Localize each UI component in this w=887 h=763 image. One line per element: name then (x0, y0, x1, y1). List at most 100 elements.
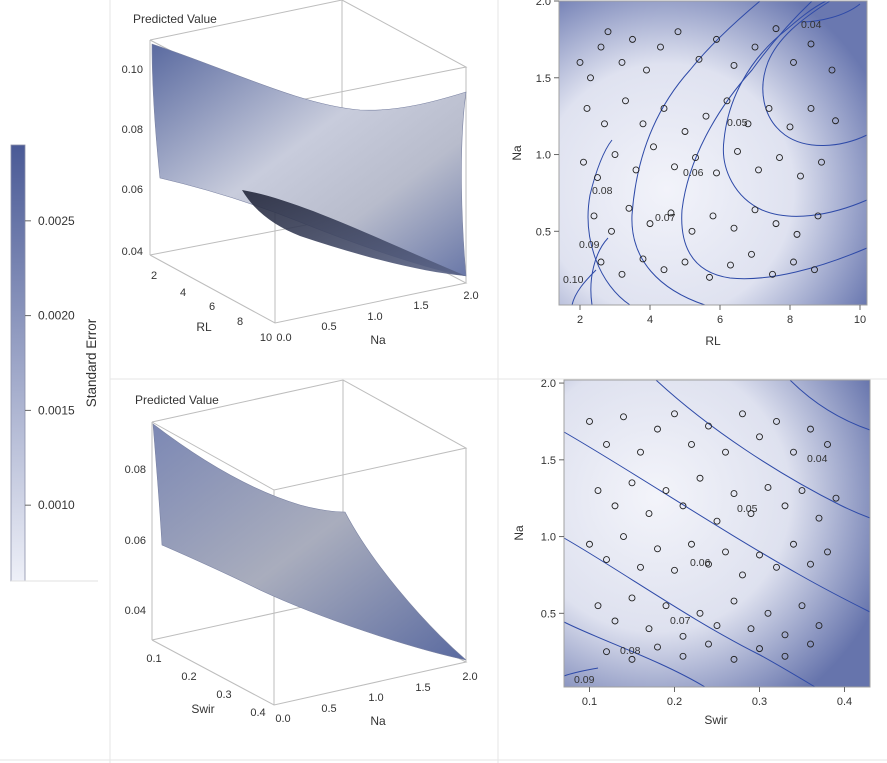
contour-line (590, 237, 609, 306)
surface-underside (242, 190, 466, 276)
data-point (645, 510, 653, 517)
data-point (688, 441, 695, 448)
y-tick-label: 1.5 (541, 455, 556, 467)
y-tick-label: 0.0 (276, 332, 291, 344)
surface-title: Predicted Value (135, 393, 219, 407)
data-point (622, 97, 629, 105)
data-point (705, 422, 712, 430)
data-point (660, 266, 668, 274)
x-tick-label: 0.3 (216, 689, 231, 701)
data-point (706, 273, 713, 281)
contour-label: 0.09 (574, 674, 595, 686)
contour-label: 0.07 (655, 212, 676, 224)
color-bar-tick-label: 0.0010 (38, 498, 75, 512)
z-tick-label: 0.06 (122, 184, 143, 196)
y-axis-label: Na (370, 714, 386, 728)
y-tick-label: 0.5 (541, 608, 556, 620)
x-axis-label: Swir (704, 713, 727, 727)
data-point (603, 556, 610, 564)
data-point (590, 212, 598, 220)
data-point (702, 112, 710, 120)
x-tick-label: 8 (787, 314, 793, 326)
data-point (671, 566, 678, 574)
contour-background (559, 1, 867, 305)
data-point (604, 28, 612, 36)
contour-level-labels: 0.09 0.08 0.07 0.06 0.05 0.04 (574, 453, 828, 686)
x-tick-label: 4 (180, 287, 186, 299)
y-tick-label: 1.0 (368, 692, 383, 704)
data-point (695, 55, 703, 63)
surface-x-axis: 2 4 6 8 10 RL (151, 270, 272, 344)
y-tick-label: 0.0 (275, 713, 290, 725)
data-point (832, 117, 839, 125)
data-point (688, 227, 696, 235)
data-point (657, 43, 664, 51)
contour-label: 0.04 (801, 19, 822, 31)
x-tick-label: 0.4 (837, 696, 852, 708)
contour-line (762, 0, 868, 146)
y-axis-label: Na (510, 145, 524, 161)
data-point (650, 143, 657, 151)
data-point (611, 151, 619, 158)
data-point (807, 40, 815, 48)
data-point (730, 490, 738, 498)
color-bar: 0.0025 0.0020 0.0015 0.0010 Standard Error (10, 144, 99, 582)
data-point (751, 43, 759, 51)
data-point (730, 224, 738, 232)
contour-line (587, 139, 631, 306)
surface-plot-rl-na: Predicted Value 0.10 0.08 0.06 0.04 2 4 … (122, 0, 479, 347)
data-point (643, 66, 650, 74)
data-point (705, 560, 712, 568)
color-bar-title: Standard Error (84, 318, 99, 407)
data-point (814, 212, 822, 220)
color-bar-tick-label: 0.0015 (38, 403, 75, 417)
data-point (722, 448, 729, 456)
contour-line (571, 269, 597, 306)
data-point (772, 220, 780, 228)
data-point (739, 571, 746, 579)
data-point (773, 563, 780, 571)
contour-level-labels: 0.10 0.09 0.08 0.07 0.06 0.05 0.04 (563, 19, 822, 286)
color-bar-tick-label: 0.0020 (38, 309, 75, 323)
contour-label: 0.04 (807, 453, 828, 465)
surface-title: Predicted Value (133, 12, 217, 26)
contour-line (563, 621, 706, 688)
surface-y-axis: 0.0 0.5 1.0 1.5 2.0 Na (275, 671, 477, 728)
data-point (769, 270, 776, 278)
color-bar-ticks: 0.0025 0.0020 0.0015 0.0010 (25, 214, 75, 512)
y-tick-label: 1.5 (536, 73, 551, 85)
data-point (639, 255, 647, 263)
y-tick-label: 1.5 (413, 300, 428, 312)
data-point (628, 479, 636, 487)
data-point (671, 163, 678, 171)
data-point (662, 602, 670, 610)
x-tick-label: 10 (260, 332, 272, 344)
data-point (594, 602, 602, 610)
contour-axes: 2 4 6 8 10 0.5 1.0 1.5 2.0 (536, 0, 866, 326)
data-point (679, 632, 687, 640)
data-point (756, 551, 763, 559)
data-point (764, 484, 772, 491)
color-bar-tick-label: 0.0025 (38, 214, 75, 228)
data-point (603, 648, 610, 656)
data-point (818, 158, 825, 166)
data-point (730, 655, 738, 663)
x-tick-label: 8 (237, 316, 243, 328)
data-point (790, 58, 797, 66)
data-point (723, 97, 731, 105)
data-point (646, 220, 654, 228)
contour-line (799, 3, 861, 23)
data-point (790, 258, 797, 266)
data-point (603, 441, 610, 448)
surface-plot-swir-na: Predicted Value 0.08 0.06 0.04 0.1 0.2 0… (125, 379, 478, 728)
data-point (807, 640, 814, 648)
z-tick-label: 0.10 (122, 64, 143, 76)
data-point (679, 502, 687, 510)
y-tick-label: 0.5 (321, 703, 336, 715)
data-point (713, 622, 721, 630)
contour-label: 0.09 (579, 239, 600, 251)
y-tick-label: 0.5 (321, 321, 336, 333)
data-point (705, 640, 712, 648)
y-tick-label: 1.0 (541, 532, 556, 544)
data-point (798, 487, 806, 494)
